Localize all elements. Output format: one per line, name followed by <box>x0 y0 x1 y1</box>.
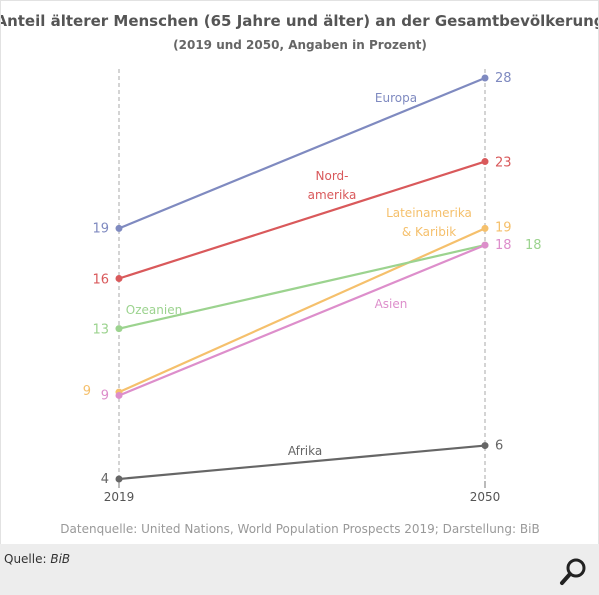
series-2-label-2019: 9 <box>83 384 91 399</box>
series-1-line <box>118 160 486 280</box>
series-5-label-2050: 6 <box>495 439 503 454</box>
chart-card: Anteil älterer Menschen (65 Jahre und äl… <box>0 0 599 545</box>
series-1-point-1 <box>481 158 489 166</box>
zoom-button[interactable] <box>558 556 590 588</box>
chart-title: Anteil älterer Menschen (65 Jahre und äl… <box>1 12 598 30</box>
series-2-name-0: Lateinamerika <box>386 206 472 220</box>
source-name: BiB <box>50 552 71 566</box>
series-3-name: Ozeanien <box>126 303 182 317</box>
series-0-label-2050: 28 <box>495 71 512 86</box>
source-note: Datenquelle: United Nations, World Popul… <box>60 522 539 536</box>
series-0-label-2019: 19 <box>92 221 109 236</box>
series-5-point-1 <box>481 442 489 450</box>
series-3-label-2019: 13 <box>92 323 109 338</box>
series-4-label-2050: 18 <box>495 238 512 253</box>
series-5-point-0 <box>115 475 123 483</box>
footer-bar: Quelle: BiB <box>0 544 599 595</box>
series-5-line <box>118 444 486 481</box>
series-0-point-1 <box>481 74 489 82</box>
series-1-point-0 <box>115 275 123 282</box>
series-layer: 19 28 Europa 16 23 Nord-amerika 9 19 Lateinameri… <box>83 71 542 487</box>
series-3-point-0 <box>115 325 123 333</box>
series-2-point-1 <box>481 224 489 232</box>
series-2-line <box>118 227 486 394</box>
series-2-name-1: & Karibik <box>402 225 456 239</box>
series-4-point-1 <box>481 241 489 249</box>
series-2-label-2050: 19 <box>495 220 512 235</box>
source-label: Quelle: BiB <box>4 552 70 566</box>
x-tick-label-2050: 2050 <box>470 490 501 504</box>
chart: Anteil älterer Menschen (65 Jahre und äl… <box>1 12 598 536</box>
series-5-name: Afrika <box>288 444 322 458</box>
source-prefix: Quelle: <box>4 552 47 566</box>
series-4-point-0 <box>115 391 123 399</box>
series-4-label-2019: 9 <box>101 388 109 403</box>
x-tick-label-2019: 2019 <box>104 490 135 504</box>
series-1-name-0: Nord- <box>316 169 349 183</box>
series-1-label-2050: 23 <box>495 156 512 171</box>
series-1-label-2019: 16 <box>92 273 109 288</box>
series-4-line <box>118 244 486 397</box>
magnifier-icon <box>560 558 586 585</box>
series-0-line <box>118 76 486 230</box>
series-3-label-2050: 18 <box>525 238 542 253</box>
series-3-line <box>118 244 486 330</box>
series-0-point-0 <box>115 224 123 232</box>
series-5-label-2019: 4 <box>101 472 109 487</box>
chart-subtitle: (2019 und 2050, Angaben in Prozent) <box>173 38 427 52</box>
series-4-name: Asien <box>375 297 408 311</box>
series-1-name-1: amerika <box>308 188 357 202</box>
series-0-name: Europa <box>375 91 417 105</box>
